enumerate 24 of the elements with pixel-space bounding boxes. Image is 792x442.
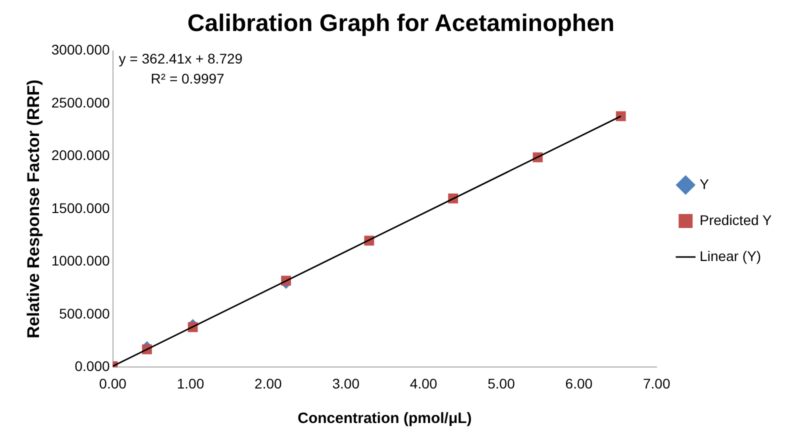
legend-label: Linear (Y) [700,248,762,264]
x-tick-label: 1.00 [176,375,204,392]
x-tick-label: 2.00 [254,375,282,392]
x-tick-label: 7.00 [643,375,670,392]
y-tick-label: 3000.000 [51,42,110,58]
y-tick-label: 1500.000 [51,200,110,216]
x-axis-title: Concentration (pmol/μL) [298,410,472,428]
x-tick-label: 0.00 [99,375,127,392]
legend-label: Y [700,176,710,192]
x-tick-label: 5.00 [488,375,516,392]
y-axis-title: Relative Response Factor (RRF) [24,80,43,338]
chart-title: Calibration Graph for Acetaminophen [187,10,615,38]
x-tick-label: 4.00 [410,375,438,392]
y-tick-label: 1000.000 [51,252,110,269]
x-tick-label: 6.00 [565,375,593,392]
legend-label: Predicted Y [700,212,772,228]
y-tick-label: 2000.000 [51,147,110,164]
y-tick-label: 0.000 [74,358,110,374]
x-tick-label: 3.00 [332,375,360,392]
y-tick-label: 500.000 [59,305,110,322]
annotation: y = 362.41x + 8.729 [118,50,243,67]
point [616,111,626,122]
annotation: R² = 0.9997 [150,70,225,87]
y-tick-label: 2500.000 [51,94,110,110]
